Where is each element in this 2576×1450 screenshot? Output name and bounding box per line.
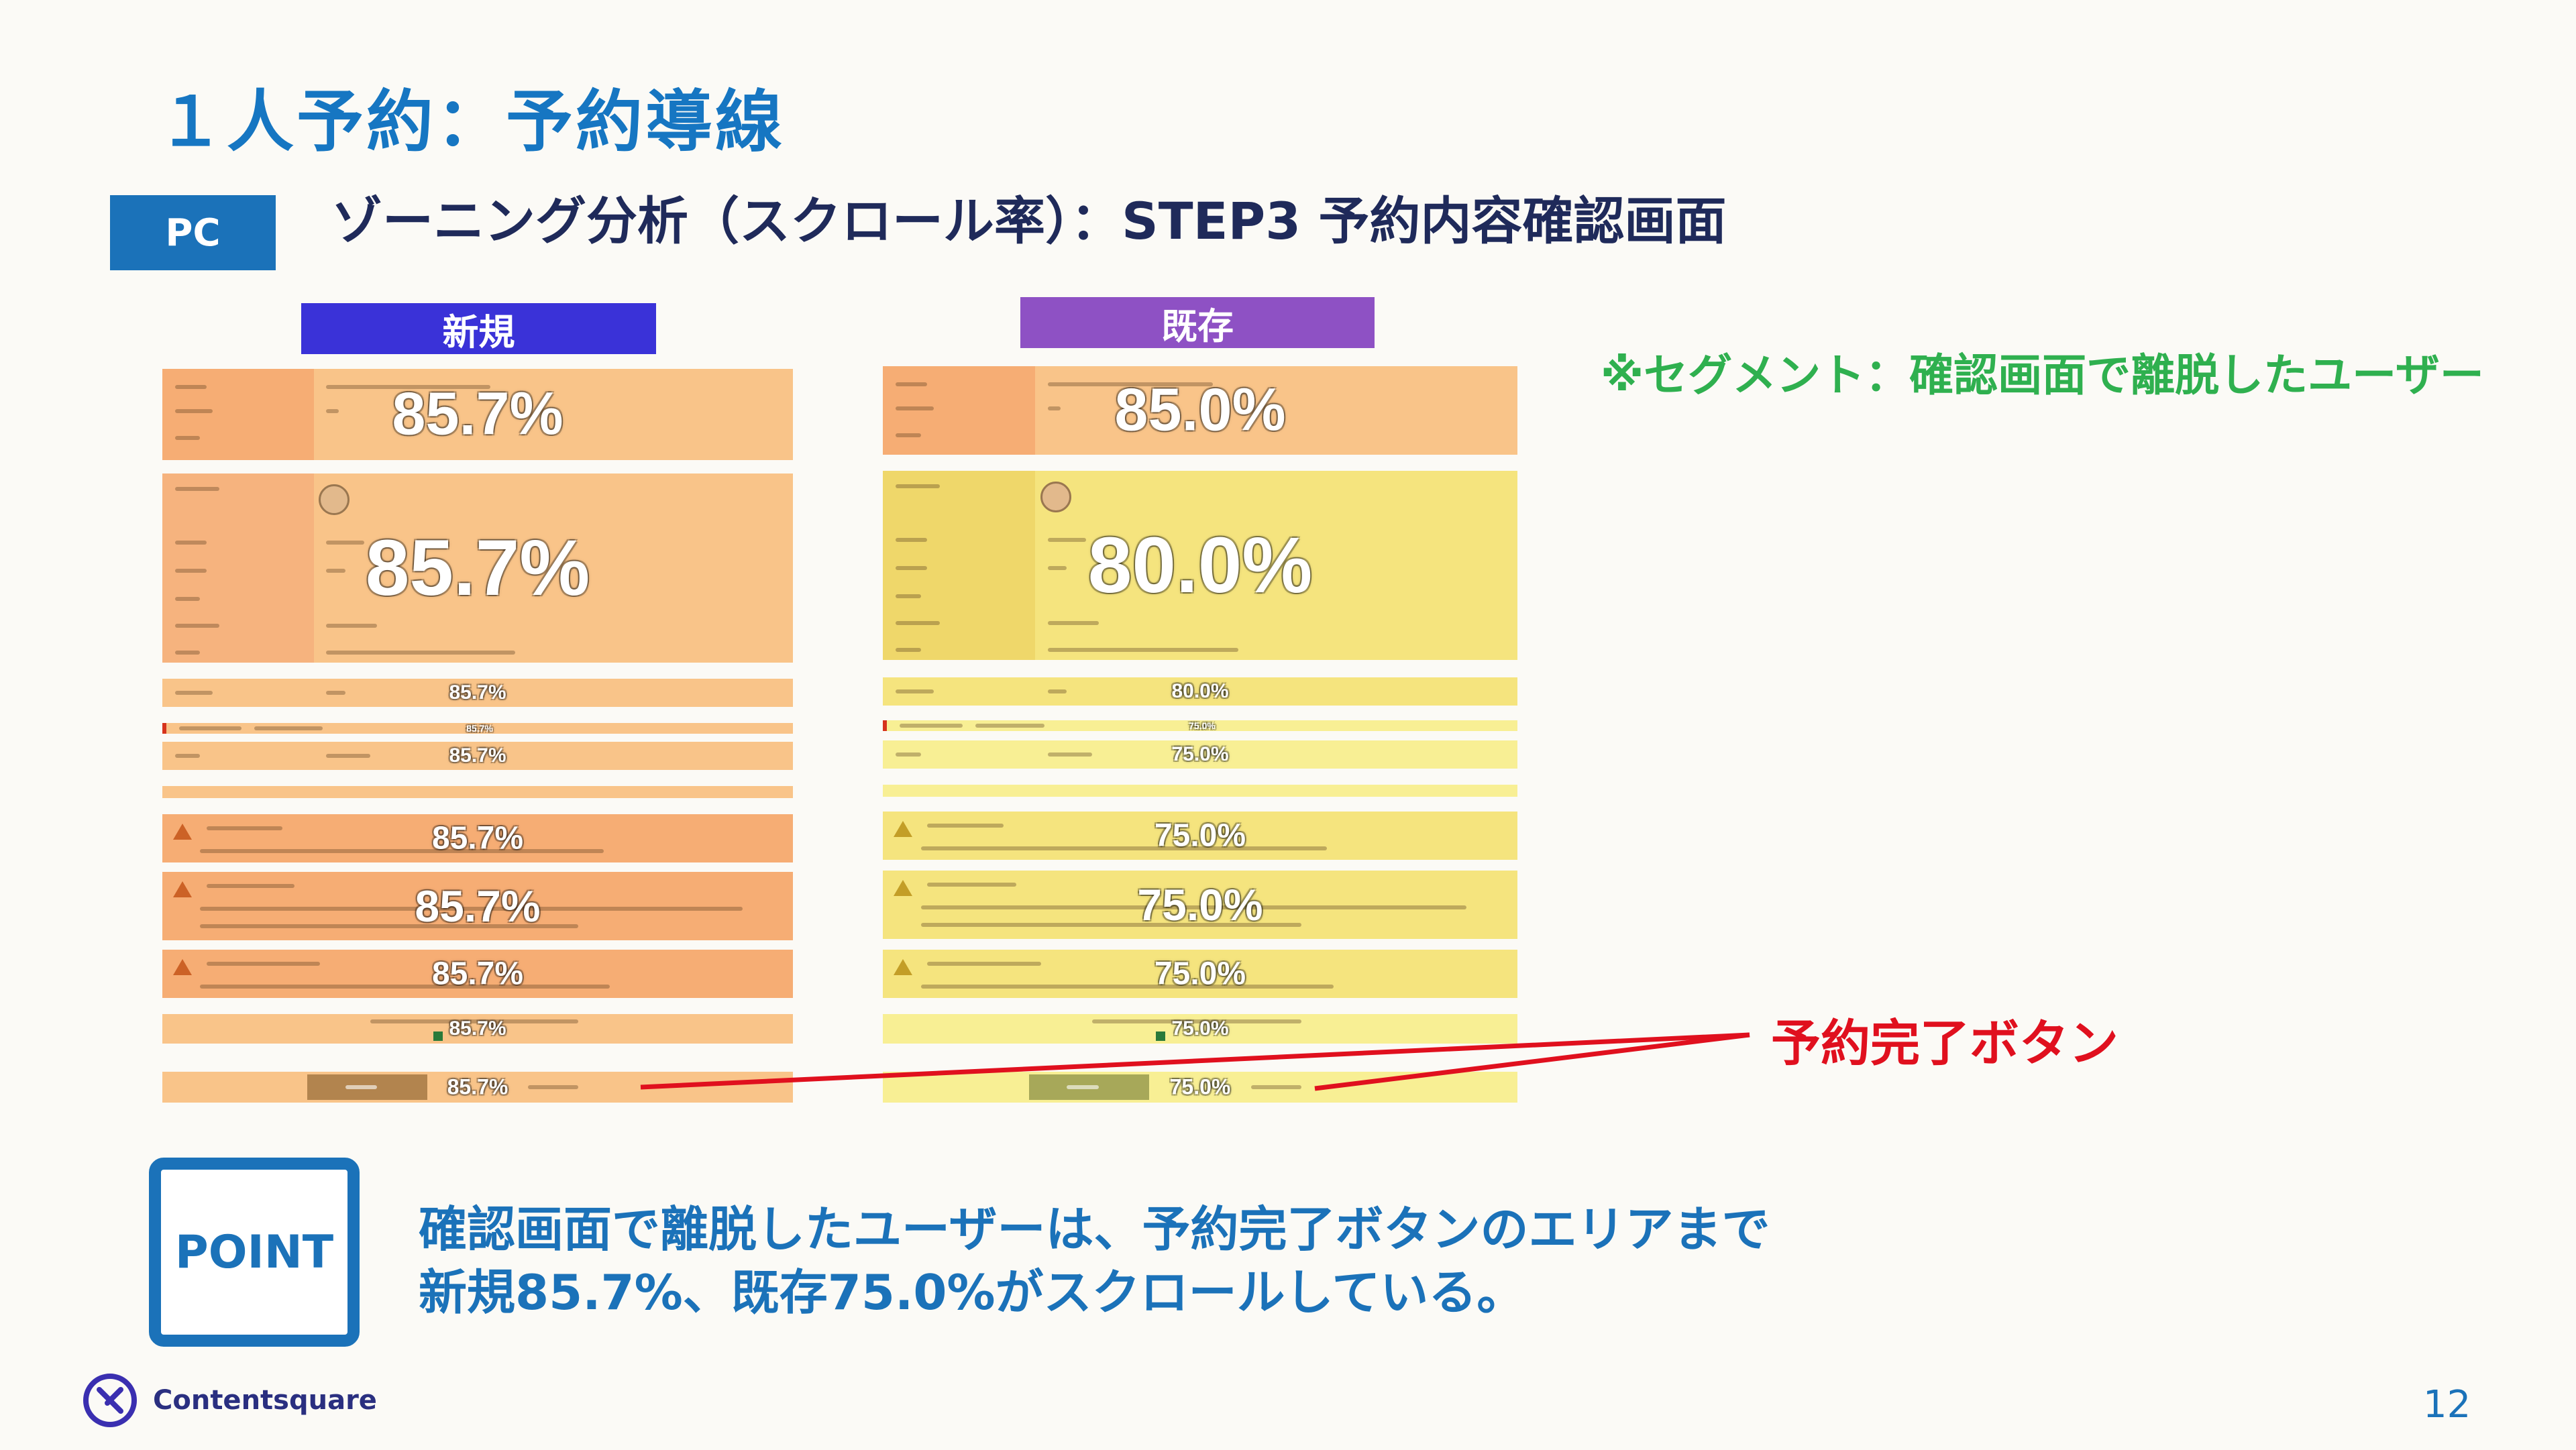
zone-price-row: 85.7% (162, 742, 793, 770)
scroll-rate-label: 75.0% (1169, 1074, 1231, 1099)
scroll-rate-label: 75.0% (1171, 1017, 1229, 1040)
scroll-rate-label: 75.0% (1189, 720, 1216, 731)
avatar-icon (1040, 482, 1071, 512)
zone-notice-3: 85.7% (162, 950, 793, 998)
scroll-rate-label: 85.7% (392, 380, 564, 448)
page-number: 12 (2423, 1383, 2471, 1427)
scroll-rate-label: 80.0% (1171, 680, 1229, 702)
contentsquare-logo: Contentsquare (82, 1372, 377, 1429)
point-text: 確認画面で離脱したユーザーは、予約完了ボタンのエリアまで 新規85.7%、既存7… (419, 1198, 1770, 1324)
scroll-rate-label: 85.7% (415, 881, 541, 931)
zone-guest-info: 80.0% (883, 471, 1517, 660)
zone-price-row: 75.0% (883, 740, 1517, 769)
scroll-rate-label: 85.7% (431, 820, 524, 856)
zone-plan-row: 80.0% (883, 677, 1517, 706)
slide-subtitle: ゾーニング分析（スクロール率）：STEP3 予約内容確認画面 (331, 191, 1727, 251)
zone-agreement: 75.0% (883, 1014, 1517, 1044)
point-badge: POINT (149, 1158, 360, 1347)
scroll-rate-label: 85.7% (365, 524, 590, 612)
scroll-rate-label: 85.7% (449, 1017, 506, 1040)
scroll-rate-label: 75.0% (1171, 743, 1229, 765)
scroll-rate-label: 75.0% (1154, 818, 1246, 854)
avatar-icon (319, 484, 350, 515)
zone-notice-2: 75.0% (883, 871, 1517, 939)
zone-notice-2: 85.7% (162, 872, 793, 940)
zone-notice-1: 85.7% (162, 814, 793, 862)
zone-agreement: 85.7% (162, 1014, 793, 1044)
existing-heatmap: 85.0% 80.0% 80.0% 75.0% 75.0% 75.0% (883, 366, 1517, 1103)
scroll-rate-label: 85.7% (447, 1074, 508, 1099)
scroll-rate-label: 80.0% (1087, 521, 1313, 610)
point-line-2: 新規85.7%、既存75.0%がスクロールしている。 (419, 1264, 1525, 1321)
scroll-rate-label: 75.0% (1137, 880, 1263, 930)
scroll-rate-label: 85.0% (1114, 376, 1286, 444)
zone-notice-1: 75.0% (883, 812, 1517, 860)
scroll-rate-label: 85.7% (431, 956, 524, 992)
zone-plan-row: 85.7% (162, 679, 793, 707)
slide-title: １人予約：予約導線 (157, 82, 785, 161)
logo-text: Contentsquare (153, 1385, 377, 1416)
zone-spacer (883, 785, 1517, 797)
scroll-rate-label: 75.0% (1154, 956, 1246, 992)
zone-date-row: 75.0% (883, 720, 1517, 731)
scroll-rate-label: 85.7% (466, 723, 493, 734)
contentsquare-logo-icon (83, 1374, 137, 1427)
point-line-1: 確認画面で離脱したユーザーは、予約完了ボタンのエリアまで (419, 1201, 1770, 1258)
zone-guest-info: 85.7% (162, 473, 793, 663)
zone-date-row: 85.7% (162, 723, 793, 734)
segment-note: ※セグメント：確認画面で離脱したユーザー (1601, 349, 2484, 401)
existing-users-label: 既存 (1020, 297, 1375, 348)
complete-button-callout: 予約完了ボタン (1771, 1015, 2118, 1072)
device-badge: PC (110, 195, 276, 270)
scroll-rate-label: 85.7% (449, 744, 506, 767)
zone-summary: 85.7% (162, 369, 793, 460)
zone-notice-3: 75.0% (883, 950, 1517, 998)
new-heatmap: 85.7% 85.7% 85.7% 85.7% 85.7% 85.7% (162, 369, 793, 1103)
new-users-label: 新規 (301, 303, 656, 354)
scroll-rate-label: 85.7% (449, 681, 506, 704)
zone-spacer (162, 786, 793, 798)
zone-summary: 85.0% (883, 366, 1517, 455)
